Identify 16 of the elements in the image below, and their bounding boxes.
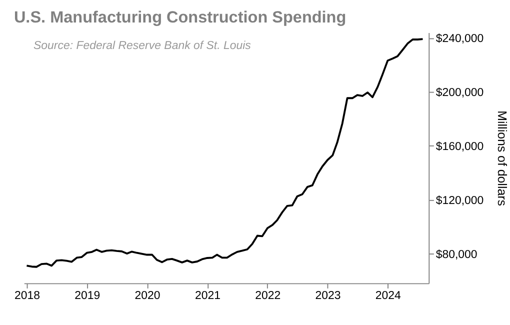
y-axis-title: Millions of dollars [495,110,510,206]
chart-title: U.S. Manufacturing Construction Spending [14,8,346,27]
x-tick-label: 2023 [315,290,341,302]
x-tick-label: 2021 [194,290,221,302]
y-tick-label: $200,000 [436,87,484,100]
x-tick-label: 2020 [134,290,160,302]
x-tick-label: 2019 [74,290,100,302]
y-tick-label: $120,000 [436,194,484,207]
annotation: Source: Federal Reserve Bank of St. Louis [33,40,252,52]
x-tick-label: 2024 [375,290,402,302]
y-tick-label: $160,000 [436,141,484,154]
line-series [26,38,424,268]
y-tick-label: $240,000 [436,33,484,46]
y-tick-label: $80,000 [436,248,478,261]
x-tick-label: 2022 [255,290,281,302]
x-tick-label: 2018 [14,290,40,302]
